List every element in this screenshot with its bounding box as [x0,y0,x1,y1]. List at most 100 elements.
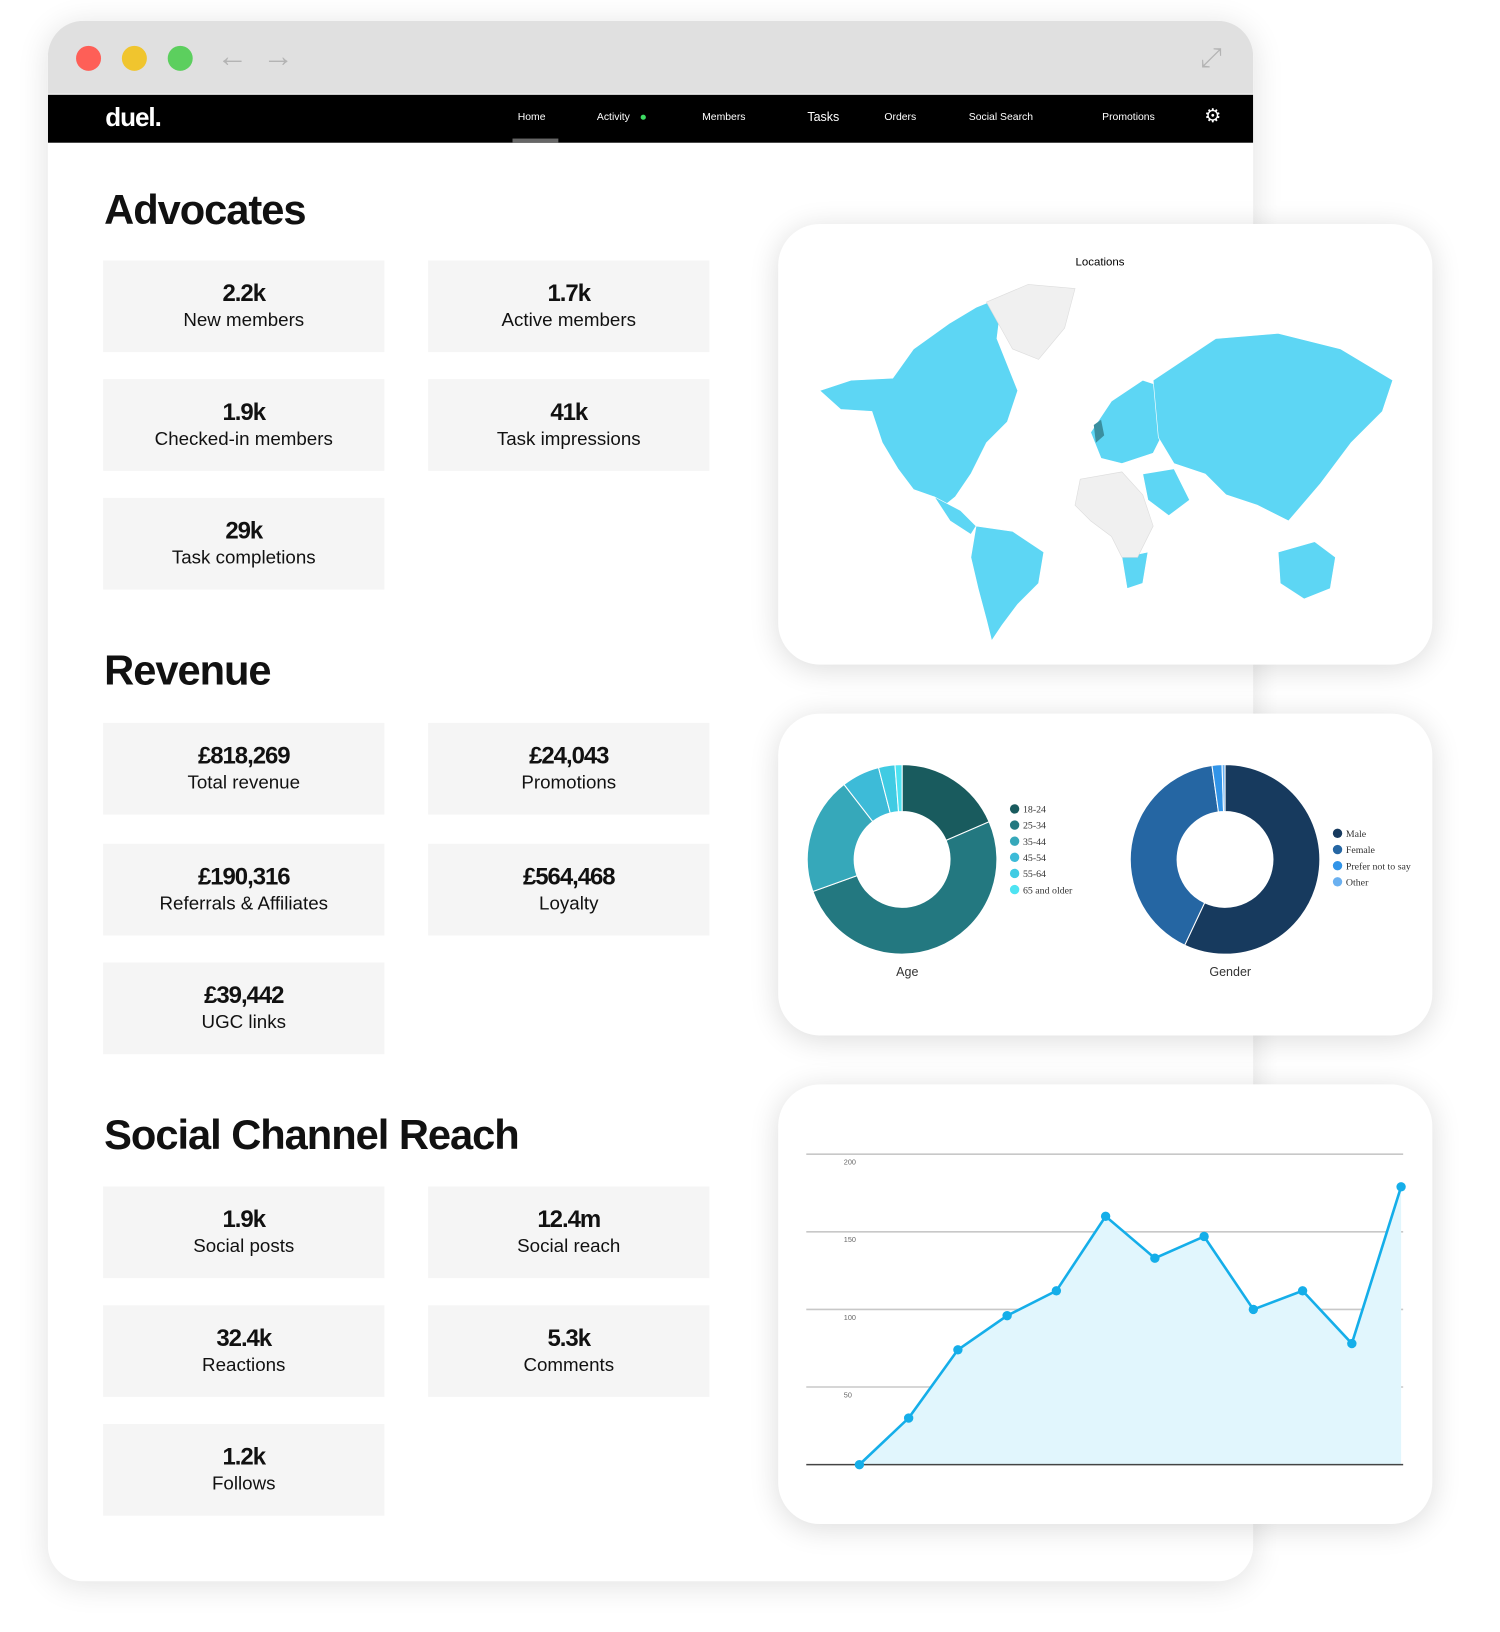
legend-label: Female [1346,845,1376,856]
stat-value: £190,316 [197,862,291,890]
stat-label: Referrals & Affiliates [159,892,329,914]
stat-card: 2.2k New members [103,260,385,353]
legend-swatch [1009,868,1020,879]
map-south-america [970,525,1045,642]
data-point[interactable] [1248,1304,1259,1315]
stat-value: £564,468 [522,862,616,890]
activity-badge [640,114,646,120]
stat-card: £564,468 Loyalty [428,843,710,936]
stat-card: 41k Task impressions [428,379,710,471]
donut-slice-female[interactable] [1129,764,1220,946]
data-point[interactable] [1347,1338,1357,1349]
stat-value: 1.7k [547,279,592,307]
map-australia [1277,541,1336,600]
donut-slice-other[interactable] [1221,764,1226,813]
legend-label: 65 and older [1023,885,1073,896]
nav-members[interactable]: Members [702,111,746,123]
demographics-card: 18-24 25-34 35-44 45-54 55-64 65 and older Age… [778,713,1433,1036]
stat-card: £24,043 Promotions [428,722,710,815]
donut-title: Gender [1209,965,1251,979]
stat-label: Reactions [202,1354,286,1376]
stat-value: 1.2k [222,1442,267,1470]
stat-value: 29k [225,516,263,544]
stat-label: Loyalty [539,892,599,914]
stat-card: 5.3k Comments [428,1305,710,1397]
legend-label: Other [1346,877,1369,888]
map-uk-highlight [1093,419,1105,443]
y-tick-label: 50 [844,1390,852,1399]
data-point[interactable] [1150,1253,1160,1263]
stat-label: Promotions [521,771,617,793]
data-point[interactable] [1199,1231,1209,1242]
legend-swatch [1009,804,1020,814]
expand-icon[interactable]: ⤢ [1200,41,1222,73]
stat-label: Total revenue [187,771,301,793]
nav-home[interactable]: Home [517,111,546,123]
donut-slice-25-34[interactable] [812,821,998,955]
stat-card: 1.9k Social posts [103,1186,385,1279]
top-nav: duel. Home Activity Members Tasks Orders… [47,94,1254,143]
nav-orders[interactable]: Orders [884,111,917,123]
nav-social-search[interactable]: Social Search [968,111,1034,123]
data-point[interactable] [953,1345,963,1355]
stat-card: 12.4m Social reach [428,1186,710,1279]
stat-label: Task completions [171,546,316,568]
stat-card: £818,269 Total revenue [103,722,385,815]
nav-activity[interactable]: Activity [596,111,646,123]
nav-promotions[interactable]: Promotions [1102,111,1155,123]
reach-area-chart: 50 100 150 200 [806,1153,1406,1470]
gear-icon[interactable]: ⚙ [1204,105,1222,127]
y-tick-label: 100 [844,1313,856,1322]
legend-swatch [1009,820,1020,830]
map-north-america [819,296,1019,506]
stat-label: New members [183,309,305,331]
logo[interactable]: duel. [105,103,162,133]
data-point[interactable] [1051,1286,1062,1296]
legend-label: Prefer not to say [1346,861,1411,872]
donut-slice-male[interactable] [1183,764,1321,955]
reach-trend-card: 50 100 150 200 [778,1084,1433,1525]
arrow-right-icon[interactable]: → [262,39,294,74]
nav-tasks[interactable]: Tasks [807,109,840,124]
stat-value: 1.9k [222,1205,267,1233]
stat-label: Comments [523,1354,615,1376]
legend-swatch [1009,852,1020,863]
stat-label: Social reach [517,1235,621,1257]
stat-card: 1.2k Follows [103,1424,385,1516]
data-point[interactable] [903,1413,914,1423]
data-point[interactable] [1297,1286,1308,1296]
stat-value: 2.2k [222,279,267,307]
area-fill [859,1186,1402,1465]
map-asia [1152,333,1394,522]
legend-label: 35-44 [1023,837,1046,848]
donut-slice-65-and-older[interactable] [894,764,903,813]
y-tick-label: 200 [844,1158,856,1167]
data-point[interactable] [1100,1211,1111,1221]
legend-swatch [1332,844,1343,855]
legend-label: 45-54 [1023,853,1046,864]
stat-label: Checked-in members [154,428,333,449]
stat-card: 32.4k Reactions [103,1305,385,1397]
stat-card: 29k Task completions [103,497,385,590]
stat-label: UGC links [201,1011,286,1033]
data-point[interactable] [1396,1182,1406,1192]
data-point[interactable] [1002,1310,1012,1321]
close-button[interactable] [76,45,102,71]
map-africa [1074,471,1154,558]
stat-value: 41k [550,397,588,426]
legend-label: 55-64 [1023,869,1046,880]
data-point[interactable] [854,1459,865,1470]
minimize-button[interactable] [121,45,147,71]
arrow-left-icon[interactable]: ← [216,39,248,74]
nav-activity-label: Activity [596,111,630,123]
map-greenland [986,284,1076,360]
revenue-title: Revenue [104,647,271,694]
stat-label: Social posts [193,1235,295,1257]
stat-value: £39,442 [204,981,284,1009]
maximize-button[interactable] [167,45,193,71]
stat-label: Follows [211,1472,276,1494]
legend-label: 25-34 [1023,821,1046,832]
social-title: Social Channel Reach [104,1112,520,1159]
legend-label: 18-24 [1023,805,1046,816]
legend-swatch [1332,877,1343,887]
